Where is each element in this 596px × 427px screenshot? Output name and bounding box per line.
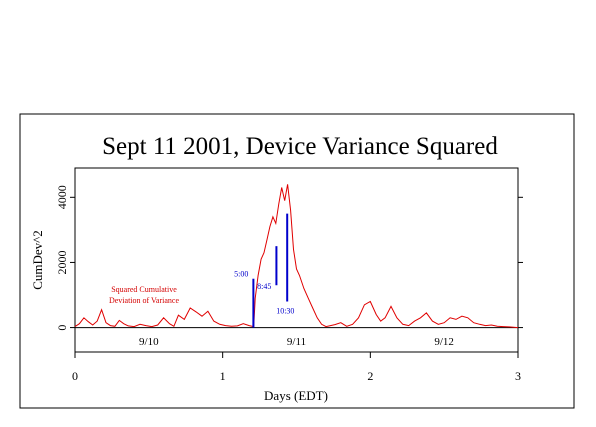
right-axis-ticks (518, 196, 523, 329)
chart-title: Sept 11 2001, Device Variance Squared (102, 133, 498, 160)
annotation-line-1: Squared Cumulative (111, 285, 177, 294)
y-axis: 0 2000 4000 (55, 185, 75, 331)
y-tick-label: 2000 (55, 250, 69, 274)
day-label: 9/12 (434, 336, 454, 348)
day-labels: 9/10 9/11 9/12 (139, 336, 454, 348)
event-marker-label: 10:30 (276, 307, 294, 316)
x-tick-label: 2 (367, 369, 373, 383)
x-tick-label: 1 (220, 369, 226, 383)
y-tick-label: 0 (55, 325, 69, 331)
y-tick-label: 4000 (55, 185, 69, 209)
event-marker-label: 5:00 (234, 270, 248, 279)
plot-area (74, 167, 519, 353)
cumdev-series-line (74, 184, 519, 329)
x-axis-label: Days (EDT) (264, 388, 328, 403)
day-label: 9/11 (287, 336, 306, 348)
annotation-line-2: Deviation of Variance (109, 296, 179, 305)
day-label: 9/10 (139, 336, 159, 348)
x-tick-label: 0 (72, 369, 78, 383)
x-tick-label: 3 (515, 369, 521, 383)
y-axis-label: CumDev^2 (30, 230, 45, 290)
event-markers: 5:00 8:45 10:30 (234, 213, 294, 328)
figure-frame (19, 113, 575, 409)
x-axis: 0 1 2 3 (72, 352, 521, 383)
event-marker-label: 8:45 (257, 282, 271, 291)
